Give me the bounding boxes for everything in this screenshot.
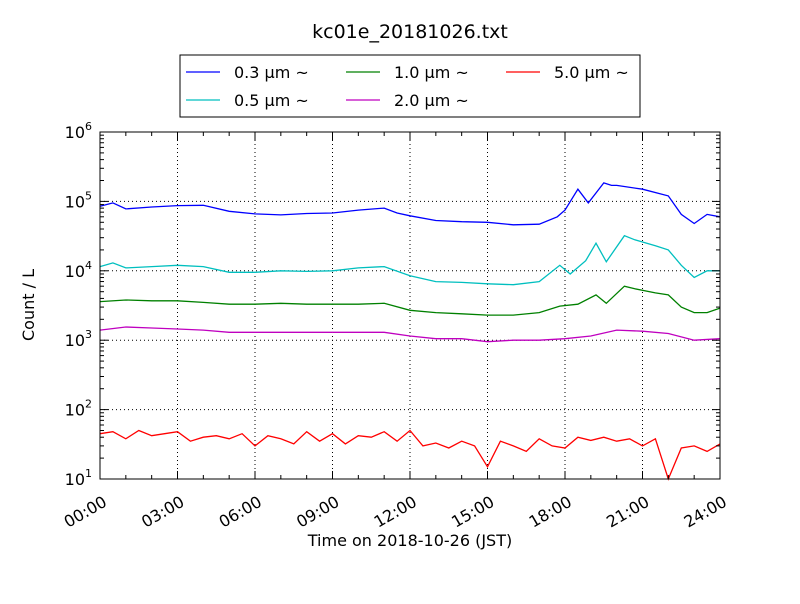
y-tick-exponent: 6 — [85, 120, 92, 133]
ticks — [99, 131, 721, 480]
y-tick-exponent: 4 — [85, 259, 92, 272]
y-tick-base: 10 — [65, 401, 85, 420]
y-tick-label: 105 — [65, 189, 92, 211]
series-line-1-0um — [99, 285, 721, 316]
x-tick-label: 18:00 — [526, 492, 575, 532]
y-tick-base: 10 — [65, 123, 85, 142]
legend-label: 0.3 μm ~ — [234, 63, 309, 82]
y-tick-label: 102 — [65, 398, 92, 420]
series-line-2-0um — [99, 326, 721, 343]
y-tick-base: 10 — [65, 470, 85, 489]
y-tick-label: 104 — [65, 259, 92, 281]
plot-lines — [99, 182, 721, 481]
series-line-5-0um — [99, 429, 721, 481]
x-tick-label: 06:00 — [216, 492, 265, 532]
x-tick-label: 24:00 — [681, 492, 730, 532]
x-tick-labels: 00:00 03:00 06:00 09:00 12:00 15:00 18:00 21:00… — [61, 492, 730, 532]
x-tick-label: 21:00 — [603, 492, 652, 532]
x-axis-label: Time on 2018-10-26 (JST) — [307, 531, 512, 550]
y-tick-label: 103 — [65, 328, 92, 350]
chart-title: kc01e_20181026.txt — [312, 21, 508, 43]
y-tick-base: 10 — [65, 192, 85, 211]
legend-label: 2.0 μm ~ — [394, 91, 469, 110]
legend-label: 0.5 μm ~ — [234, 91, 309, 110]
legend: 0.3 μm ~ 0.5 μm ~ 1.0 μm ~ 2.0 μm ~ 5.0 μm ~ — [179, 54, 641, 118]
legend-label: 1.0 μm ~ — [394, 63, 469, 82]
y-tick-exponent: 5 — [85, 189, 92, 202]
x-tick-label: 00:00 — [61, 492, 110, 532]
x-tick-label: 03:00 — [138, 492, 187, 532]
legend-label: 5.0 μm ~ — [554, 63, 629, 82]
y-axis-label: Count / L — [19, 269, 38, 341]
y-tick-exponent: 2 — [85, 398, 92, 411]
y-tick-label: 101 — [65, 467, 92, 489]
series-line-0-3um — [99, 182, 721, 226]
grid — [100, 132, 720, 479]
x-tick-label: 09:00 — [293, 492, 342, 532]
series-line-0-5um — [99, 234, 720, 286]
y-tick-exponent: 3 — [85, 328, 92, 341]
legend-frame — [179, 54, 641, 118]
y-tick-base: 10 — [65, 331, 85, 350]
y-tick-label: 106 — [65, 120, 92, 142]
y-tick-base: 10 — [65, 262, 85, 281]
y-tick-exponent: 1 — [85, 467, 92, 480]
x-tick-label: 12:00 — [371, 492, 420, 532]
x-tick-label: 15:00 — [448, 492, 497, 532]
